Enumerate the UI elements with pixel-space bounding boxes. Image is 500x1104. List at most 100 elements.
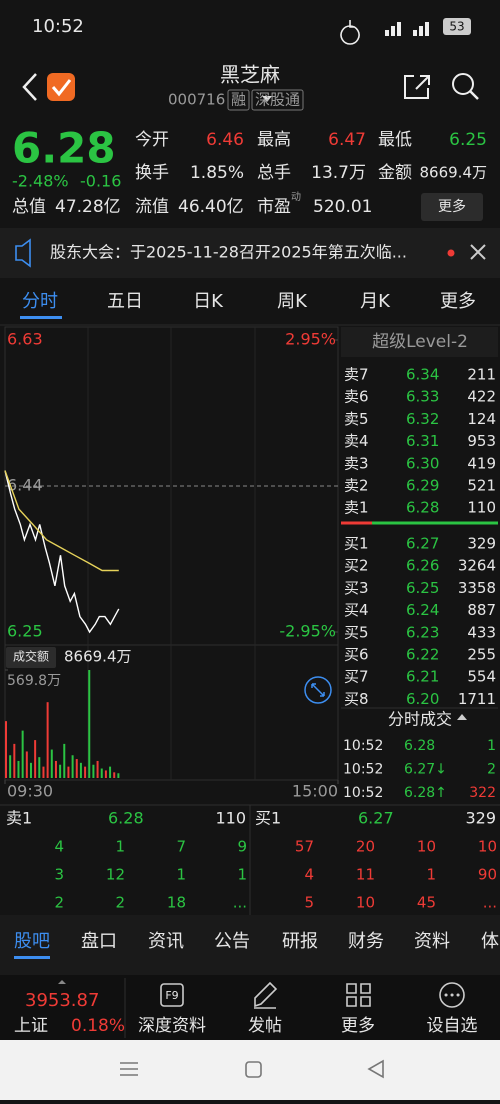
trade-price: 6.28 <box>404 738 435 754</box>
search-icon[interactable] <box>452 73 474 95</box>
bottom-tab[interactable]: 公告 <box>214 931 250 952</box>
ask-queue-item: 4 <box>54 838 64 856</box>
last-price: 6.28 <box>12 124 116 173</box>
volume-bar <box>67 766 70 778</box>
field-value: 1.85% <box>190 163 244 183</box>
time-grid <box>87 327 256 780</box>
footer-button[interactable]: 深度资料 <box>138 1016 206 1036</box>
bottom-tab[interactable]: 盘口 <box>81 931 117 952</box>
chart-tab[interactable]: 周K <box>277 291 308 312</box>
book-price: 6.21 <box>406 668 439 686</box>
bottom-tab[interactable]: 体 <box>481 931 499 952</box>
dropdown-caret[interactable] <box>262 96 272 102</box>
volume-bar <box>75 759 78 778</box>
depth-volume: 110 <box>215 809 246 828</box>
chart-tab[interactable]: 分时 <box>22 291 58 312</box>
field-value: 6.46 <box>206 130 244 150</box>
bottom-tab[interactable]: 研报 <box>282 931 318 952</box>
chart-tab[interactable]: 五日 <box>107 291 143 312</box>
bid-queue-item: 11 <box>356 866 375 884</box>
book-price: 6.26 <box>406 557 439 575</box>
f9-icon <box>160 983 184 1007</box>
volume-bar <box>92 764 95 778</box>
field-label: 流值 <box>135 197 169 217</box>
nav-home[interactable] <box>245 1061 262 1078</box>
volume-bar <box>9 755 12 778</box>
volume-label: 成交额 <box>13 649 49 664</box>
y2-tick-label: 2.95% <box>285 330 336 349</box>
depth-price: 6.27 <box>358 809 394 828</box>
app-logo <box>47 73 75 101</box>
field-value: 6.25 <box>449 130 487 150</box>
book-label: 买5 <box>344 623 369 641</box>
ask-queue-item: ... <box>233 894 247 912</box>
x-tick-label: 15:00 <box>292 782 338 801</box>
stock-name: 黑芝麻 <box>220 63 280 87</box>
footer-button[interactable]: 发帖 <box>248 1016 282 1036</box>
ask-queue-item: 1 <box>115 838 125 856</box>
volume-bar <box>79 762 82 778</box>
more-button[interactable] <box>421 193 483 221</box>
field-label: 金额 <box>378 163 412 183</box>
more-icon <box>346 983 371 1007</box>
volume-bar <box>25 751 28 778</box>
bid-queue-item: 4 <box>304 866 314 884</box>
ask-queue-item: 12 <box>106 866 125 884</box>
book-volume: 521 <box>467 477 496 495</box>
ask-queue-item: 7 <box>176 838 186 856</box>
bid-queue-item: 10 <box>417 838 436 856</box>
book-volume: 1711 <box>458 690 496 708</box>
field-value: 47.28亿 <box>55 197 121 217</box>
book-label: 卖1 <box>344 499 369 517</box>
back-button[interactable] <box>22 73 37 101</box>
close-icon[interactable] <box>470 244 486 260</box>
field-value: 13.7万 <box>311 163 366 183</box>
book-label: 卖2 <box>344 477 369 495</box>
trade-time: 10:52 <box>343 762 383 778</box>
book-volume: 554 <box>467 668 496 686</box>
notice-bar[interactable] <box>0 228 500 278</box>
book-label: 卖7 <box>344 366 369 384</box>
book-price: 6.31 <box>406 432 439 450</box>
book-price: 6.20 <box>406 690 439 708</box>
chart-tab[interactable]: 月K <box>360 291 391 312</box>
trade-price: 6.27↓ <box>404 762 447 778</box>
bottom-tab[interactable]: 资料 <box>414 931 450 952</box>
book-volume: 3358 <box>458 579 496 597</box>
nav-back[interactable] <box>367 1059 384 1079</box>
book-volume: 3264 <box>458 557 496 575</box>
y-tick-label: 6.25 <box>7 622 43 641</box>
ask-queue-item: 18 <box>167 894 186 912</box>
notice-text[interactable]: 股东大会：于2025-11-28召开2025年第五次临... <box>50 243 407 262</box>
more-button-label[interactable]: 更多 <box>438 198 466 215</box>
index-value: 3953.87 <box>25 990 99 1011</box>
volume-bar <box>42 766 45 778</box>
share-icon[interactable] <box>404 75 430 99</box>
chart-tab[interactable]: 更多 <box>440 291 476 312</box>
stock-tag: 融 <box>231 91 246 109</box>
book-volume: 329 <box>467 535 496 553</box>
book-volume: 110 <box>467 499 496 517</box>
expand-arrows <box>311 683 325 697</box>
footer-button[interactable]: 更多 <box>341 1016 375 1036</box>
book-price: 6.30 <box>406 454 439 472</box>
chart-tab[interactable]: 日K <box>193 291 224 312</box>
footer-button[interactable]: 设自选 <box>427 1016 478 1036</box>
expand-button[interactable] <box>304 676 332 704</box>
bid-queue-item: 10 <box>356 894 375 912</box>
book-price: 6.33 <box>406 388 439 406</box>
nav-menu[interactable] <box>120 1062 138 1076</box>
bottom-tab[interactable]: 财务 <box>348 931 384 952</box>
bid-queue-item: 45 <box>417 894 436 912</box>
volume-bar <box>21 730 24 778</box>
bottom-tab[interactable]: 资讯 <box>148 931 184 952</box>
volume-bar <box>54 760 57 778</box>
post-icon <box>254 981 278 1009</box>
level2-title: 超级Level-2 <box>372 332 468 352</box>
bottom-tab[interactable]: 股吧 <box>14 931 50 952</box>
volume-bar <box>5 721 7 778</box>
stock-tag: 深股通 <box>255 91 300 109</box>
book-volume: 422 <box>467 388 496 406</box>
